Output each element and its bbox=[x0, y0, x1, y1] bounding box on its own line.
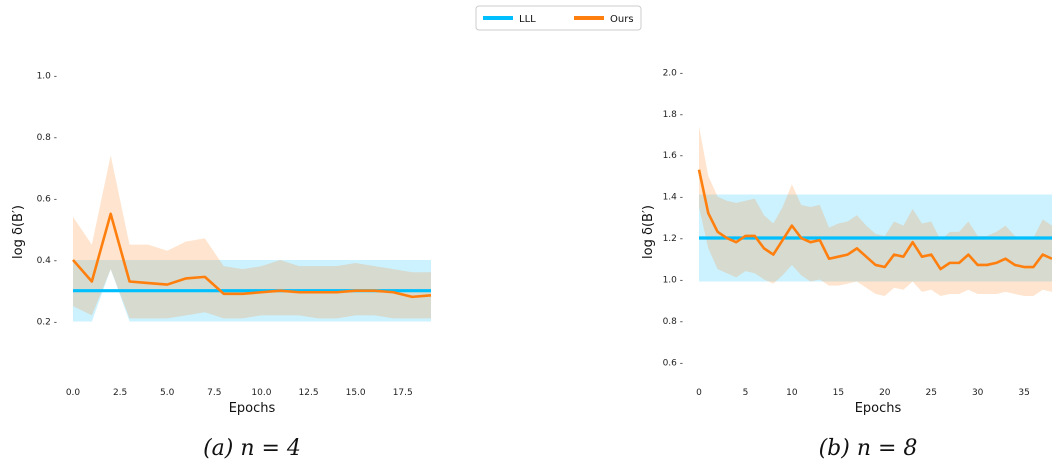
ytick-label-panel-b: 1.6 - bbox=[663, 151, 683, 161]
ytick-label-panel-b: 1.4 - bbox=[663, 193, 683, 203]
xtick-label-panel-a: 15.0 bbox=[346, 388, 366, 398]
xtick-label-panel-b: 35 bbox=[1018, 388, 1029, 398]
ytick-label-panel-a: 0.6 - bbox=[37, 194, 57, 204]
xtick-label-panel-b: 30 bbox=[972, 388, 984, 398]
xtick-label-panel-b: 25 bbox=[926, 388, 937, 398]
panel-b: 0.6 - 0.8 - 1.0 - 1.2 - 1.4 - 1.6 - 1.8 - 2.0 -… bbox=[641, 68, 1052, 461]
ytick-label-panel-b: 0.6 - bbox=[663, 358, 683, 368]
ytick-label-panel-a: 0.2 - bbox=[37, 317, 57, 327]
xtick-label-panel-a: 5.0 bbox=[160, 388, 175, 398]
ytick-label-panel-a: 1.0 - bbox=[37, 71, 57, 81]
legend: LLL Ours bbox=[475, 5, 642, 31]
ytick-label-panel-b: 1.8 - bbox=[663, 110, 683, 120]
panel-b-yticks: 0.6 - 0.8 - 1.0 - 1.2 - 1.4 - 1.6 - 1.8 - 2.0 - bbox=[663, 68, 683, 368]
ytick-label-panel-b: 0.8 - bbox=[663, 317, 683, 327]
panel-a-ylabel: log δ(B′) bbox=[11, 205, 26, 259]
panel-b-lines bbox=[697, 169, 1052, 271]
panel-b-xlabel: Epochs bbox=[855, 401, 902, 416]
xtick-label-panel-a: 17.5 bbox=[393, 388, 413, 398]
line-ours-panel-b bbox=[697, 169, 1052, 271]
xtick-label-panel-a: 12.5 bbox=[299, 388, 319, 398]
panel-a-bands bbox=[73, 155, 431, 322]
legend-frame bbox=[475, 5, 642, 31]
panel-b-bands bbox=[699, 126, 1052, 297]
panel-a: 0.2 - 0.4 - 0.6 - 0.8 - 1.0 - 0.0 2.5 5.0 7.5 10… bbox=[11, 71, 432, 461]
panel-b-xticks: 0 5 10 15 20 25 30 35 bbox=[696, 388, 1030, 398]
xtick-label-panel-b: 10 bbox=[786, 388, 798, 398]
panel-b-caption: (b) n = 8 bbox=[819, 436, 918, 461]
xtick-label-panel-a: 7.5 bbox=[207, 388, 221, 398]
xtick-label-panel-b: 0 bbox=[696, 388, 702, 398]
panel-a-xticks: 0.0 2.5 5.0 7.5 10.0 12.5 15.0 17.5 bbox=[66, 388, 413, 398]
xtick-label-panel-b: 15 bbox=[833, 388, 844, 398]
panel-a-lines bbox=[72, 212, 432, 299]
xtick-label-panel-b: 20 bbox=[879, 388, 891, 398]
xtick-label-panel-b: 5 bbox=[743, 388, 749, 398]
ytick-label-panel-a: 0.4 - bbox=[37, 256, 57, 266]
ytick-label-panel-a: 0.8 - bbox=[37, 133, 57, 143]
xtick-label-panel-a: 2.5 bbox=[113, 388, 127, 398]
ytick-label-panel-b: 2.0 - bbox=[663, 68, 683, 78]
legend-label-ours: Ours bbox=[610, 14, 634, 25]
panel-b-ylabel: log δ(B′) bbox=[641, 205, 656, 259]
band-ours-panel-b bbox=[699, 126, 1052, 297]
ytick-label-panel-b: 1.2 - bbox=[663, 234, 683, 244]
legend-label-lll: LLL bbox=[519, 14, 536, 25]
line-ours-panel-a bbox=[72, 212, 432, 299]
ytick-label-panel-b: 1.0 - bbox=[663, 275, 683, 285]
panel-a-xlabel: Epochs bbox=[229, 401, 276, 416]
band-ours-panel-a bbox=[73, 155, 431, 319]
xtick-label-panel-a: 10.0 bbox=[251, 388, 271, 398]
panel-a-yticks: 0.2 - 0.4 - 0.6 - 0.8 - 1.0 - bbox=[37, 71, 57, 327]
panel-a-caption: (a) n = 4 bbox=[203, 436, 301, 461]
xtick-label-panel-a: 0.0 bbox=[66, 388, 81, 398]
